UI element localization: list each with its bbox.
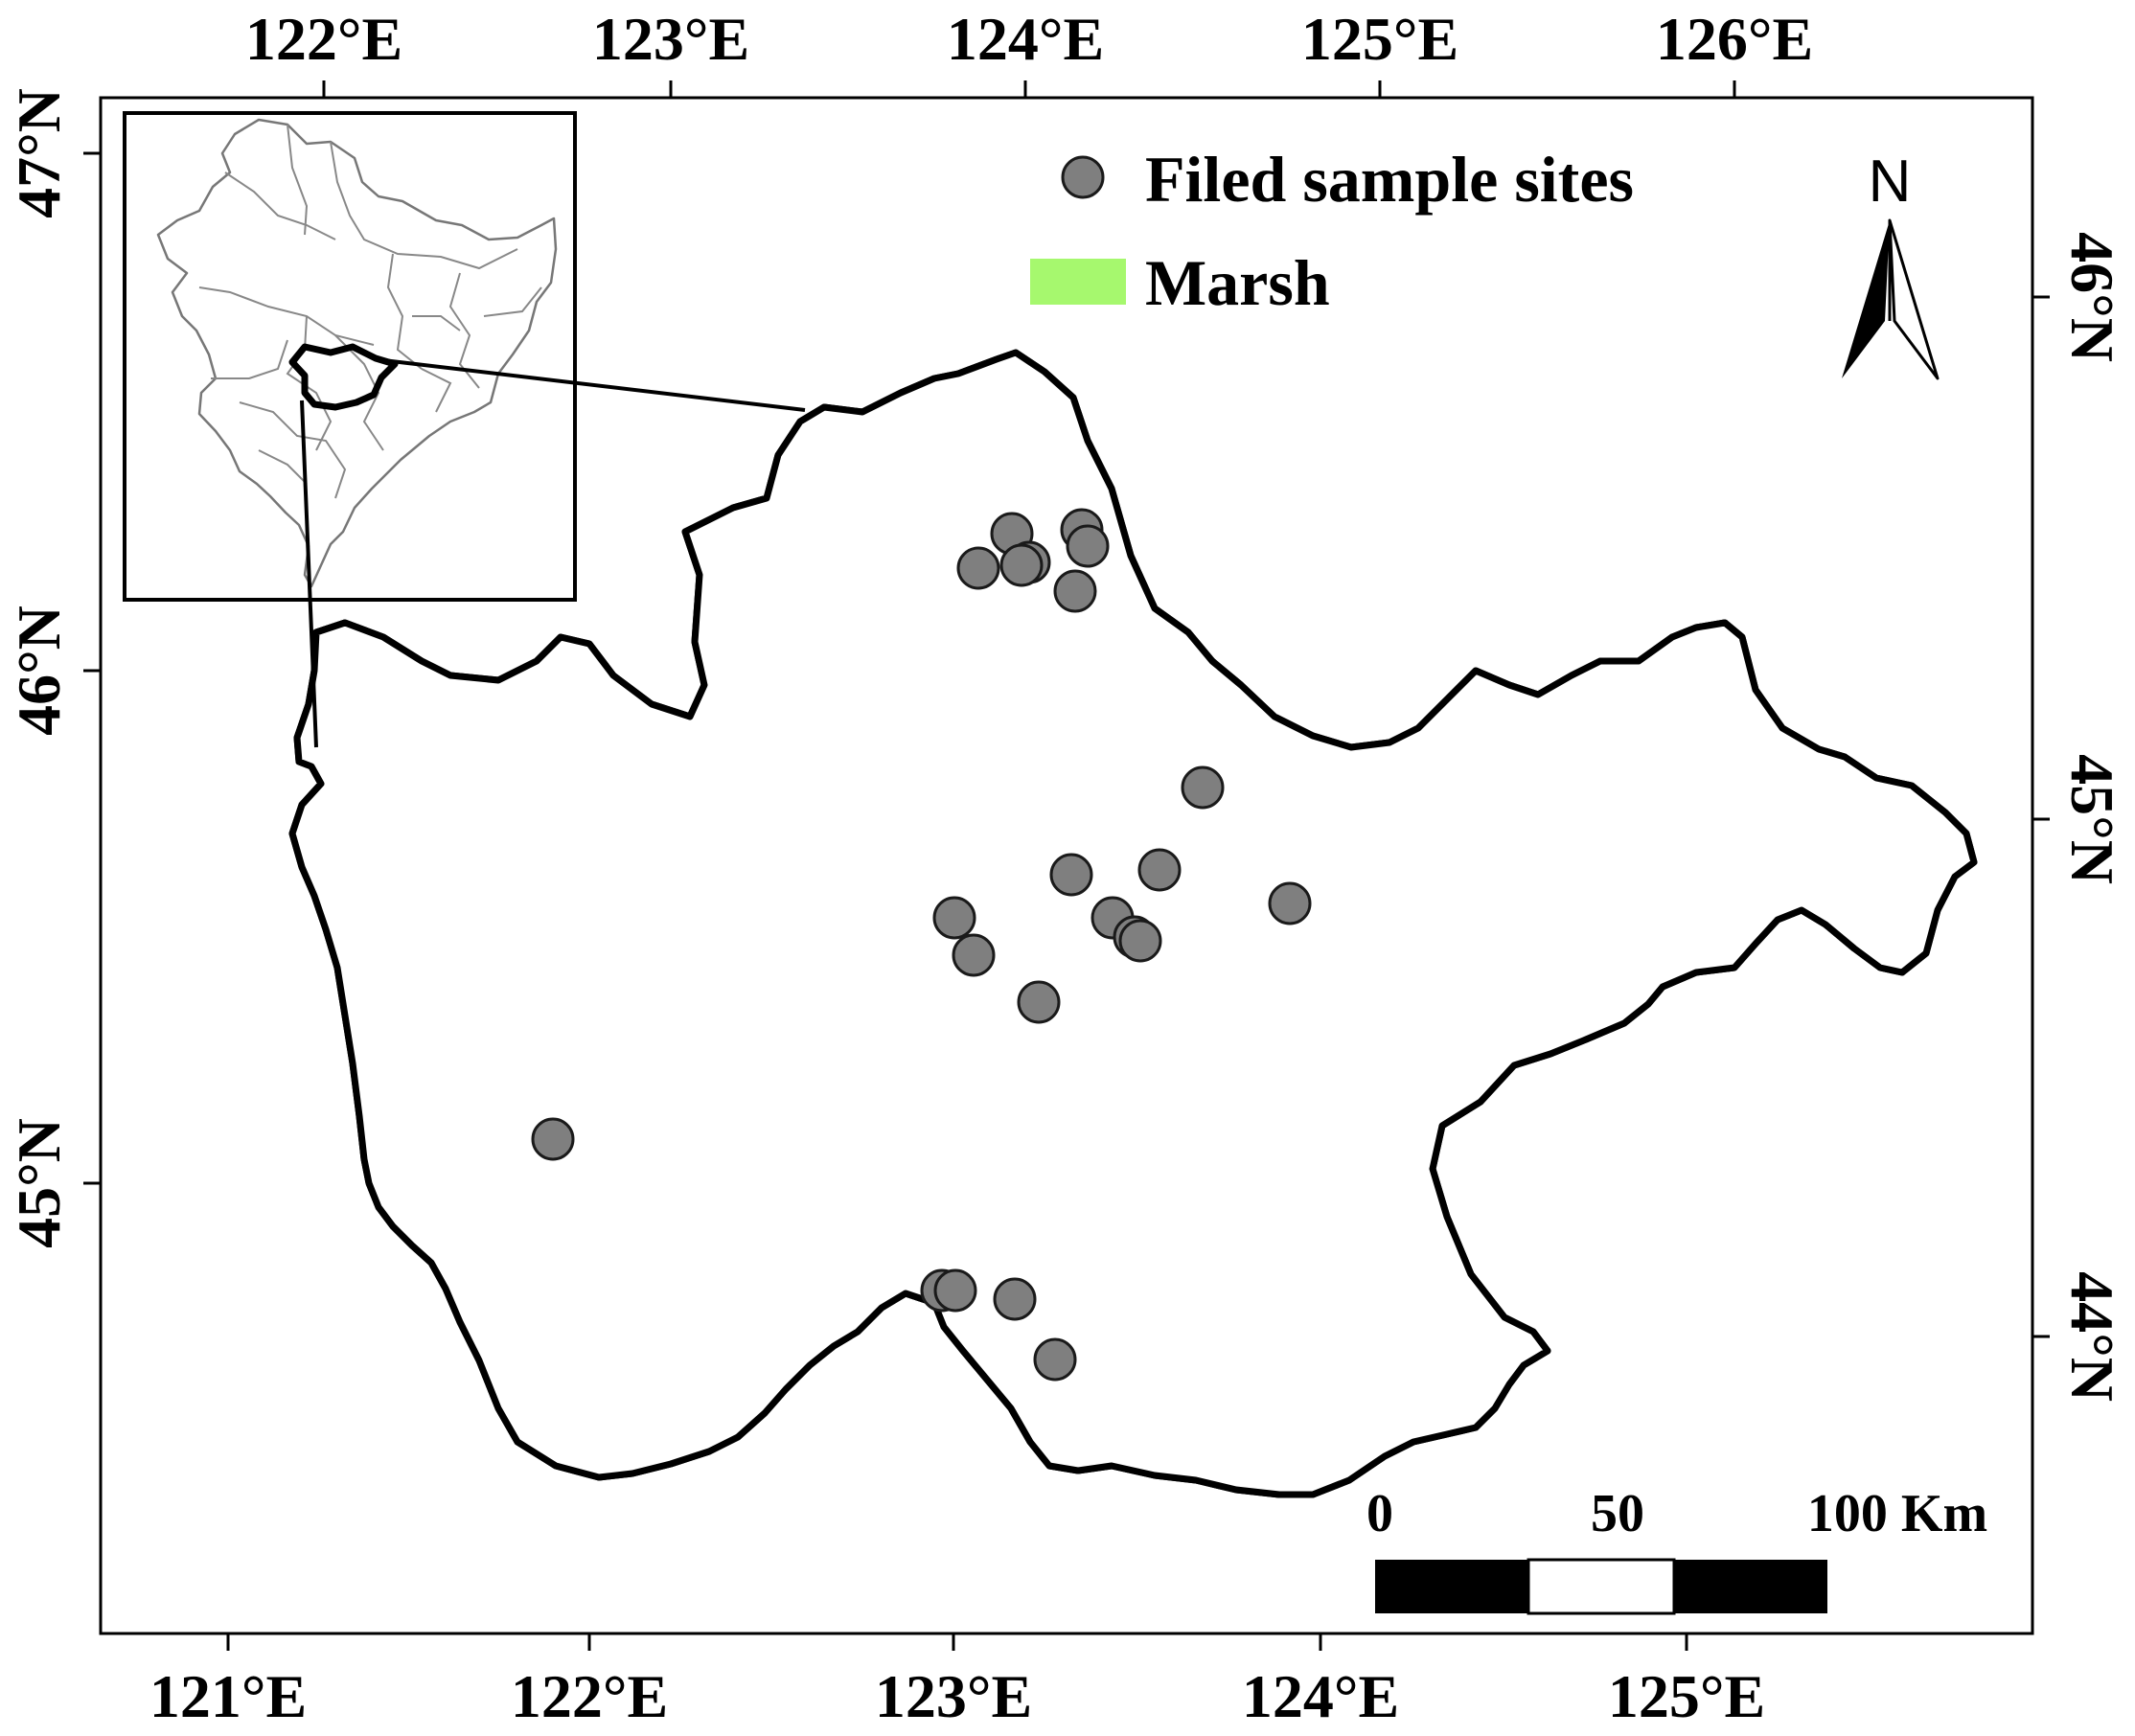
inset-internal-boundaries <box>198 124 542 499</box>
scale-label-100: 100 Km <box>1807 1484 1987 1543</box>
sample-site <box>1137 848 1182 892</box>
scale-segment-2 <box>1527 1558 1676 1615</box>
legend-marsh-swatch <box>1030 259 1126 305</box>
sample-site <box>1033 1337 1077 1382</box>
inset-connector-lines <box>300 358 806 748</box>
sample-site <box>1049 853 1093 897</box>
axis-ticks <box>83 80 2050 1651</box>
bottom-axis-label: 124°E <box>1242 1662 1399 1730</box>
bottom-axis-label: 125°E <box>1608 1662 1765 1730</box>
sample-site <box>1268 881 1312 925</box>
sample-site <box>1118 919 1162 963</box>
scale-segment-1 <box>1375 1560 1528 1613</box>
bottom-axis-label: 121°E <box>149 1662 307 1730</box>
sample-site <box>952 933 996 977</box>
inset-study-region <box>288 343 399 411</box>
sample-site <box>993 1277 1037 1321</box>
right-axis-label: 46°N <box>2058 232 2126 362</box>
bottom-axis-label: 122°E <box>511 1662 668 1730</box>
north-arrow-icon <box>1842 220 1890 378</box>
top-axis-labels: 122°E 123°E 124°E 125°E 126°E <box>245 5 1813 73</box>
right-axis-labels: 46°N 45°N 44°N <box>2058 232 2126 1402</box>
legend-site-symbol <box>1061 155 1105 199</box>
sample-site <box>956 546 1000 590</box>
sample-site <box>933 1268 977 1313</box>
sample-site <box>932 896 976 940</box>
sample-site <box>1181 765 1225 810</box>
sample-sites <box>531 508 1312 1382</box>
sample-site <box>999 543 1044 587</box>
inset-provinces-outline <box>156 118 558 588</box>
left-axis-labels: 47°N 46°N 45°N <box>5 88 73 1248</box>
bottom-axis-labels: 121°E 122°E 123°E 124°E 125°E <box>149 1662 1765 1730</box>
sample-site <box>1066 524 1110 568</box>
left-axis-label: 45°N <box>5 1118 73 1248</box>
left-axis-label: 46°N <box>5 605 73 736</box>
top-axis-label: 124°E <box>947 5 1104 73</box>
north-arrow: N <box>1842 148 1940 380</box>
left-axis-label: 47°N <box>5 88 73 218</box>
top-axis-label: 126°E <box>1656 5 1813 73</box>
scale-label-50: 50 <box>1591 1484 1644 1543</box>
right-axis-label: 45°N <box>2058 754 2126 884</box>
legend-sites-label: Filed sample sites <box>1145 143 1634 216</box>
top-axis-label: 125°E <box>1301 5 1458 73</box>
legend-marsh-label: Marsh <box>1145 246 1330 319</box>
sample-site <box>1017 980 1061 1024</box>
inset-map <box>123 111 577 602</box>
scale-label-0: 0 <box>1366 1484 1393 1543</box>
sample-site <box>1053 569 1097 613</box>
right-axis-label: 44°N <box>2058 1271 2126 1402</box>
inset-frame <box>123 111 577 602</box>
scale-segment-3 <box>1674 1560 1827 1613</box>
scale-bar: 0 50 100 Km <box>1366 1484 1987 1615</box>
bottom-axis-label: 123°E <box>875 1662 1032 1730</box>
top-axis-label: 122°E <box>245 5 402 73</box>
legend: Filed sample sites Marsh <box>1030 143 1634 319</box>
north-arrow-label: N <box>1869 148 1912 215</box>
sample-site <box>531 1117 575 1161</box>
top-axis-label: 123°E <box>592 5 749 73</box>
